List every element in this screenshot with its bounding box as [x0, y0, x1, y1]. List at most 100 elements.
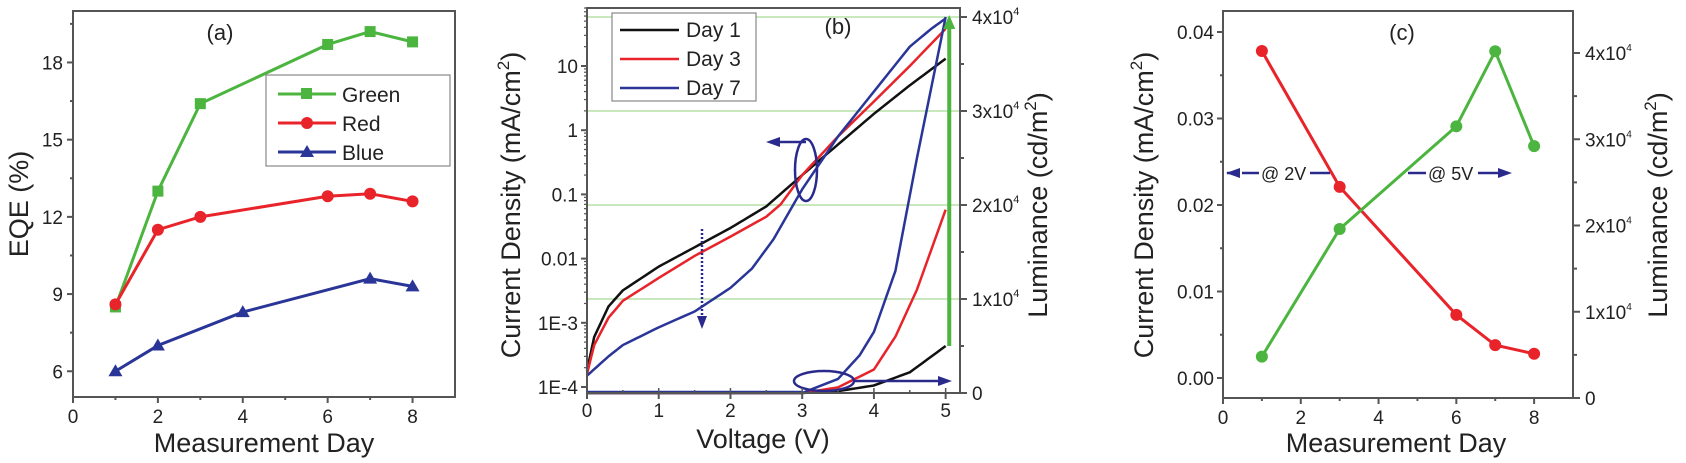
y2-tick-label: 0 — [972, 384, 983, 405]
legend-label-red: Red — [342, 113, 381, 136]
panel-b-jv-luminance-chart: 0 1 2 3 4 5 1E-4 1E-3 0.01 0.1 1 10 0 1x104 2x104 3x104… — [494, 6, 1053, 454]
annotation-at-5v: @ 5V — [1428, 164, 1473, 184]
panel-a-xlabel: Measurement Day — [154, 428, 375, 458]
panel-b-xlabel: Voltage (V) — [696, 424, 830, 454]
y-tick-label: 1 — [567, 121, 578, 142]
x-tick-label: 5 — [940, 401, 951, 422]
panel-a-legend: Green Red Blue — [265, 74, 451, 167]
data-point-circle — [1450, 120, 1463, 133]
arrow-right-icon — [1498, 168, 1512, 178]
panel-a-ylabel: EQE (%) — [4, 151, 34, 258]
y-tick-label: 1E-3 — [538, 314, 578, 335]
y-tick-label: 0.00 — [1177, 369, 1214, 390]
legend-item-day-7: Day 7 — [620, 77, 741, 100]
y-tick-label: 1E-4 — [538, 378, 579, 399]
legend-item-green: Green — [278, 84, 400, 107]
triangle-marker-icon — [300, 145, 314, 157]
data-point-circle — [1528, 347, 1541, 360]
series-red — [109, 187, 419, 311]
x-tick-label: 1 — [653, 401, 664, 422]
annotation-at-2v: @ 2V — [1261, 164, 1306, 184]
panel-c-stability-chart: 0 2 4 6 8 0.00 0.01 0.02 0.03 0.04 0 1x104 2x104 3x10… — [1127, 10, 1673, 458]
x-tick-label: 8 — [1529, 408, 1540, 429]
x-tick-label: 4 — [869, 401, 880, 422]
y2-tick-label: 3x104 — [972, 100, 1019, 123]
legend-label-green: Green — [342, 84, 400, 107]
panel-b-legend: Day 1 Day 3 Day 7 — [611, 12, 757, 102]
y2-tick-label: 4x104 — [972, 6, 1019, 29]
arrow-right-icon — [938, 376, 952, 386]
ellipse-marker — [793, 137, 819, 203]
legend-item-blue: Blue — [278, 142, 384, 165]
series-line-green — [114, 30, 413, 308]
x-tick-label: 2 — [1295, 408, 1306, 429]
series-green — [109, 26, 419, 313]
series-line-day-1-luminance — [587, 344, 947, 395]
series-luminance — [1255, 45, 1541, 363]
data-point-circle — [1255, 350, 1268, 363]
y2-tick-label: 2x104 — [1585, 216, 1632, 238]
series-line-day-3 — [585, 27, 947, 375]
y-tick-label: 18 — [42, 53, 63, 74]
arrow-up-icon — [943, 15, 956, 29]
legend-label-day-7: Day 7 — [686, 77, 741, 100]
panel-c-label: (c) — [1389, 20, 1415, 45]
y-tick-label: 9 — [52, 285, 63, 306]
y2-tick-label: 3x104 — [1585, 129, 1632, 151]
x-tick-label: 0 — [582, 401, 593, 422]
data-point-triangle — [363, 271, 378, 284]
legend-label-blue: Blue — [342, 142, 384, 165]
y-tick-label: 15 — [42, 131, 63, 152]
panel-c-y2label: Luminance (cd/m2) — [1641, 92, 1673, 318]
panel-a-eqe-chart: 0 2 4 6 8 6 9 12 15 18 (a) Measurement Day EQE (%… — [4, 10, 456, 458]
panel-a-frame — [72, 10, 456, 398]
y-tick-label: 0.01 — [541, 250, 578, 271]
series-line-day-1 — [585, 57, 947, 371]
panel-c-xlabel: Measurement Day — [1286, 428, 1507, 458]
x-tick-label: 3 — [797, 401, 808, 422]
y-tick-label: 0.02 — [1177, 196, 1214, 217]
y-tick-label: 0.1 — [552, 185, 578, 206]
x-tick-label: 6 — [1451, 408, 1462, 429]
y-tick-label: 10 — [557, 57, 578, 78]
data-point-triangle — [405, 279, 420, 292]
data-point-triangle — [235, 305, 250, 318]
y-tick-label: 0.04 — [1177, 23, 1214, 44]
data-point-circle — [1255, 45, 1268, 58]
data-point-circle — [406, 195, 419, 208]
legend-label-day-1: Day 1 — [686, 19, 741, 42]
x-tick-label: 4 — [237, 407, 248, 428]
circle-marker-icon — [301, 117, 313, 129]
data-point-circle — [1489, 45, 1502, 58]
data-point-triangle — [108, 364, 123, 377]
data-point-circle — [1450, 308, 1463, 321]
y2-tick-label: 4x104 — [1585, 43, 1632, 65]
arrow-left-icon — [766, 137, 780, 147]
series-line-current-density — [1260, 50, 1535, 356]
y2-tick-label: 2x104 — [972, 194, 1019, 217]
data-point-square — [152, 185, 164, 197]
data-point-square — [364, 26, 376, 38]
annotation-at-5v-label: @ 5V — [1428, 164, 1473, 184]
y2-tick-label: 0 — [1585, 389, 1596, 410]
legend-item-day-3: Day 3 — [620, 48, 741, 71]
ellipse-marker — [792, 369, 856, 393]
panel-a-label: (a) — [207, 20, 234, 45]
legend-item-day-1: Day 1 — [620, 19, 741, 42]
data-point-circle — [1333, 222, 1346, 235]
data-point-square — [194, 98, 206, 110]
series-line-red — [114, 192, 413, 306]
x-tick-label: 4 — [1373, 408, 1384, 429]
data-point-triangle — [150, 338, 165, 351]
x-tick-label: 0 — [68, 407, 79, 428]
x-tick-label: 0 — [1218, 408, 1229, 429]
x-tick-label: 2 — [725, 401, 736, 422]
panel-b-label: (b) — [825, 14, 852, 39]
y2-tick-label: 1x104 — [972, 288, 1019, 311]
arrow-left-icon — [1226, 168, 1240, 178]
x-tick-label: 6 — [322, 407, 333, 428]
x-tick-label: 8 — [407, 407, 418, 428]
series-current-density — [1255, 45, 1541, 360]
y-tick-label: 0.01 — [1177, 283, 1214, 304]
data-point-circle — [109, 298, 122, 311]
